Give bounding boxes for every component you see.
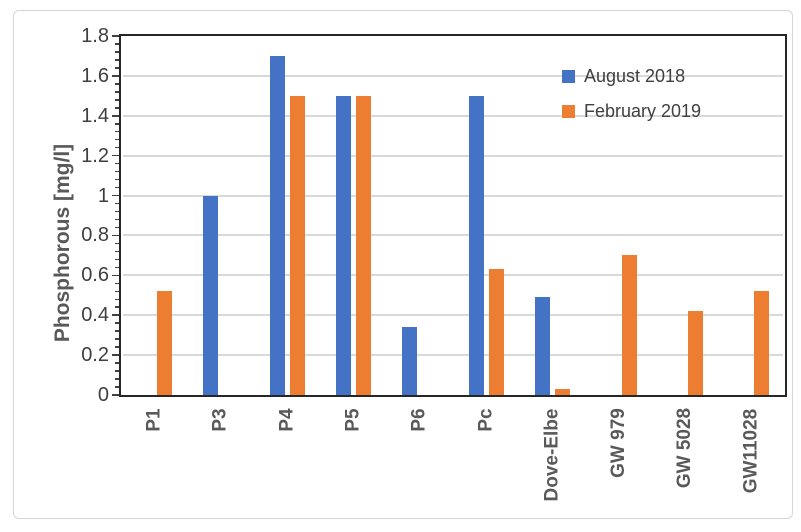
y-axis-tick — [115, 378, 119, 380]
x-category-label-gw-979: GW 979 — [607, 408, 629, 478]
gridline — [123, 354, 783, 357]
y-axis-tick — [115, 322, 119, 324]
x-category-label-dove-elbe: Dove-Elbe — [541, 408, 563, 501]
y-axis-tick — [112, 354, 119, 356]
y-tick-label: 0 — [97, 384, 109, 406]
y-axis-tick — [112, 75, 119, 77]
x-category-label-p4: P4 — [276, 407, 298, 432]
bar-february-2019-pc[interactable] — [488, 269, 504, 395]
y-axis-tick — [115, 178, 119, 181]
y-axis-tick — [115, 250, 119, 253]
gridline — [123, 194, 783, 197]
y-axis-tick — [115, 202, 119, 205]
y-tick-label: 0.4 — [81, 304, 109, 327]
y-axis-tick — [115, 218, 119, 221]
bar-february-2019-p5[interactable] — [355, 95, 371, 395]
y-axis-tick — [115, 330, 119, 332]
x-category-label-gw-5028: GW 5028 — [674, 407, 696, 489]
x-category-label-p6: P6 — [408, 407, 430, 432]
bar-august-2018-p4[interactable] — [269, 55, 285, 395]
y-tick-label: 0.8 — [81, 224, 109, 247]
y-axis-tick — [115, 186, 119, 189]
y-axis-tick — [115, 346, 119, 348]
bar-february-2019-dove-elbe[interactable] — [555, 389, 571, 395]
x-category-label-pc: Pc — [475, 407, 497, 432]
y-axis-tick — [115, 282, 119, 285]
y-axis-tick — [115, 107, 119, 109]
y-axis-tick — [115, 338, 119, 340]
y-axis-tick — [115, 226, 119, 229]
y-axis-tick — [115, 43, 119, 45]
bar-august-2018-pc[interactable] — [468, 95, 484, 395]
gridline — [123, 154, 783, 157]
y-axis-tick — [115, 51, 119, 53]
bar-august-2018-p6[interactable] — [402, 327, 418, 395]
gridline — [123, 74, 783, 77]
y-axis-tick — [115, 123, 119, 125]
bar-february-2019-gw11028[interactable] — [754, 291, 770, 395]
y-tick-label: 1.2 — [81, 144, 109, 167]
y-axis-tick — [115, 83, 119, 85]
x-category-label-gw11028: GW11028 — [740, 408, 762, 493]
y-axis-tick — [112, 154, 119, 157]
y-axis-tick — [115, 138, 119, 141]
x-category-label-p1: P1 — [143, 407, 165, 432]
legend-label: August 2018 — [584, 65, 686, 86]
x-category-label-p5: P5 — [342, 407, 364, 432]
y-axis-tick — [115, 266, 119, 269]
x-category-label-p3: P3 — [209, 407, 231, 432]
legend-item-august-2018[interactable]: August 2018 — [562, 65, 685, 87]
y-axis-tick — [112, 115, 119, 117]
y-axis-tick — [115, 162, 119, 165]
y-axis-tick — [115, 290, 119, 293]
y-axis-tick — [115, 170, 119, 173]
y-axis-tick — [115, 242, 119, 245]
chart-frame — [13, 10, 793, 519]
y-axis-tick — [115, 298, 119, 301]
bar-february-2019-gw-5028[interactable] — [687, 311, 703, 395]
y-axis-tick — [115, 130, 119, 133]
y-axis-tick — [112, 314, 119, 316]
august-2018-swatch-icon — [562, 69, 575, 83]
gridline — [123, 114, 783, 117]
y-axis-tick — [115, 91, 119, 93]
y-axis-tick — [115, 59, 119, 61]
y-axis-tick — [115, 386, 119, 388]
y-axis-tick — [115, 146, 119, 149]
bar-august-2018-p3[interactable] — [203, 195, 219, 395]
y-axis-tick — [115, 362, 119, 364]
y-axis-tick — [115, 210, 119, 213]
y-tick-label: 0.6 — [81, 264, 109, 287]
y-axis-tick — [112, 194, 119, 197]
y-axis-tick — [115, 306, 119, 308]
legend-item-february-2019[interactable]: February 2019 — [562, 100, 701, 122]
y-axis-tick — [115, 370, 119, 372]
y-axis-tick — [112, 394, 119, 396]
february-2019-swatch-icon — [562, 104, 575, 118]
bar-august-2018-p5[interactable] — [335, 95, 351, 395]
y-tick-label: 1.4 — [81, 104, 109, 127]
gridline — [123, 314, 783, 317]
bar-august-2018-dove-elbe[interactable] — [535, 297, 551, 395]
y-axis-tick — [115, 258, 119, 261]
y-axis-tick — [112, 234, 119, 237]
y-tick-label: 1.8 — [81, 25, 109, 47]
y-axis-tick — [112, 274, 119, 277]
y-tick-label: 1 — [97, 184, 109, 207]
gridline — [123, 274, 783, 277]
legend-label: February 2019 — [584, 100, 702, 121]
y-tick-label: 0.2 — [81, 344, 109, 367]
y-axis-tick — [112, 35, 119, 37]
gridline — [123, 234, 783, 237]
bar-february-2019-gw-979[interactable] — [621, 255, 637, 395]
y-axis-tick — [115, 99, 119, 101]
bar-february-2019-p4[interactable] — [289, 95, 305, 395]
y-axis-tick — [115, 67, 119, 69]
bar-february-2019-p1[interactable] — [156, 291, 172, 395]
y-tick-label: 1.6 — [81, 64, 109, 87]
